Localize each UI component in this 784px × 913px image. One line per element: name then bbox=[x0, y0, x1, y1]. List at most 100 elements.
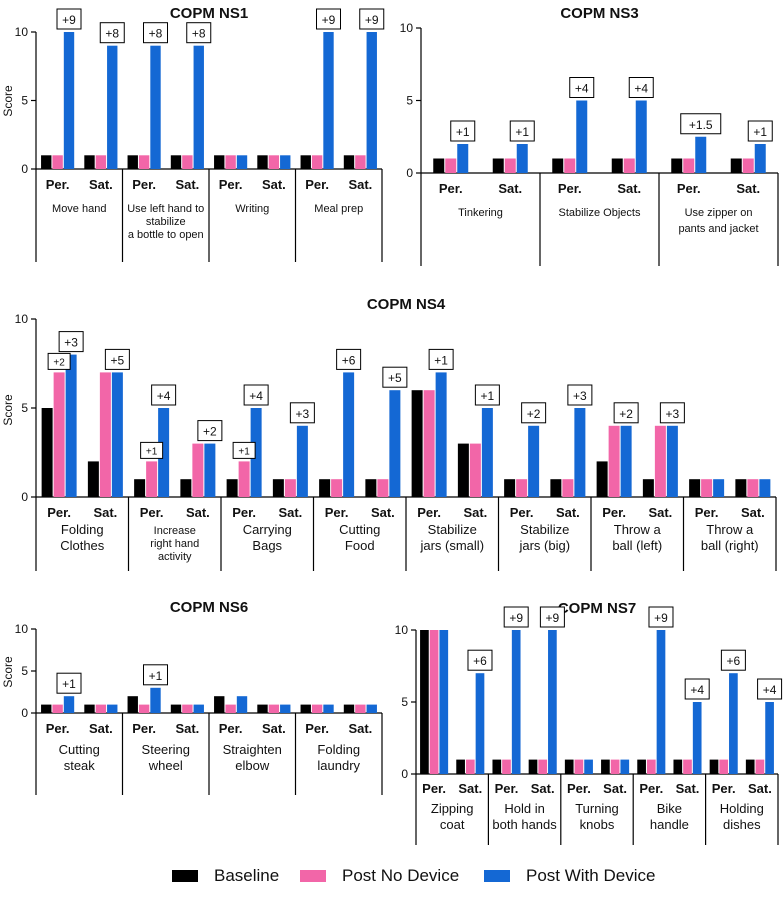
panel-1-ylabel: Score bbox=[1, 85, 15, 117]
panel-1-group-4-per-label: Per. bbox=[305, 177, 329, 192]
panel-5-group-1-sat-bar-post-no-device bbox=[465, 759, 475, 774]
panel-5-group-1-sat-annotation: +6 bbox=[473, 654, 487, 668]
panel-1-group-2-per-bar-post-with-device bbox=[150, 45, 161, 170]
panel-2-group-2-per-bar-post-with-device bbox=[576, 100, 588, 173]
panel-3-group-7-per-annotation-box bbox=[613, 402, 639, 424]
panel-4-group-3-per-bar-post-no-device bbox=[225, 704, 236, 713]
panel-3-group-2-sat-bar-post-no-device bbox=[192, 443, 204, 497]
panel-3-group-6-sat-label: Sat. bbox=[556, 505, 580, 520]
panel-3-group-3-per-pink-annotation-box bbox=[232, 441, 256, 459]
panel-2-group-2-sat-bar-baseline bbox=[611, 158, 623, 173]
panel-4-group-2-sat-bar-baseline bbox=[170, 704, 182, 713]
panel-1-group-2-per-bar-post-no-device bbox=[138, 155, 150, 169]
panel-3-group-7-sat-annotation-box bbox=[659, 402, 685, 424]
panel-1-group-1-sat-label: Sat. bbox=[89, 177, 113, 192]
panel-3-group-3-sat-annotation: +3 bbox=[296, 407, 310, 421]
panel-1-group-1-per-bar-post-with-device bbox=[63, 32, 75, 169]
panel-2-group-3-sat-annotation: +1 bbox=[753, 125, 767, 139]
panel-4-group-1-per-annotation-box bbox=[56, 672, 82, 694]
panel-3-group-2-sat-label: Sat. bbox=[186, 505, 210, 520]
panel-3-group-8-sat-bar-post-no-device bbox=[747, 479, 759, 497]
panel-2-group-2-sat-bar-post-with-device bbox=[635, 100, 647, 173]
panel-2-group-1-sat-label: Sat. bbox=[498, 181, 522, 196]
panel-3-group-2-per-bar-post-no-device bbox=[146, 461, 158, 497]
panel-3-group-1-per-pink-annotation: +2 bbox=[53, 357, 65, 368]
panel-3-group-6-category-label-2: jars (big) bbox=[518, 538, 570, 553]
panel-5-group-5-per-bar-baseline bbox=[709, 759, 719, 774]
panel-4-group-1-sat-bar-post-with-device bbox=[107, 704, 118, 713]
panel-5-group-5-sat-annotation-box bbox=[757, 678, 783, 700]
panel-1-group-1-per-annotation-box bbox=[56, 8, 82, 30]
panel-4-group-4-per-bar-post-no-device bbox=[311, 704, 323, 713]
panel-2-group-2-per-bar-post-no-device bbox=[564, 158, 576, 173]
panel-4-group-4-per-label: Per. bbox=[305, 721, 329, 736]
panel-3-group-3-sat-label: Sat. bbox=[278, 505, 302, 520]
panel-2-group-2-per-annotation: +4 bbox=[575, 82, 589, 96]
panel-1-group-2-per-annotation-box bbox=[143, 22, 169, 44]
panel-3-group-5-sat-annotation: +1 bbox=[481, 389, 495, 403]
panel-5-group-3-per-bar-post-no-device bbox=[574, 759, 584, 774]
panel-3-group-1-sat-annotation: +5 bbox=[111, 353, 125, 367]
panel-2-group-2-per-annotation-box bbox=[569, 77, 595, 98]
panel-1-group-4-sat-bar-baseline bbox=[343, 155, 355, 169]
panel-3-group-6-sat-bar-post-no-device bbox=[562, 479, 574, 497]
panel-5-group-2-sat-annotation: +9 bbox=[546, 611, 560, 625]
panel-3-group-2-per-pink-annotation-box bbox=[140, 441, 164, 459]
panel-2-group-3-per-bar-post-with-device bbox=[695, 136, 707, 173]
panel-4-group-2-per-bar-baseline bbox=[127, 696, 138, 713]
panel-5-group-5-sat-annotation: +4 bbox=[763, 683, 777, 697]
panel-5-group-5-sat-label: Sat. bbox=[748, 781, 772, 796]
panel-5-group-5-sat-bar-baseline bbox=[745, 759, 755, 774]
panel-5-group-5-per-annotation-box bbox=[720, 649, 746, 671]
panel-1-group-3-sat-bar-post-no-device bbox=[268, 155, 280, 169]
panel-2-group-3-category-label-1: Use zipper on bbox=[685, 207, 753, 219]
panel-3-group-8-category-label-2: ball (right) bbox=[701, 538, 759, 553]
panel-4-group-4-category-label-1: Folding bbox=[317, 742, 360, 757]
panel-3-group-3-per-bar-post-with-device bbox=[250, 408, 262, 497]
panel-3-group-1-per-pink-annotation-box bbox=[47, 352, 71, 370]
panel-1-group-4-sat-bar-post-with-device bbox=[366, 32, 377, 169]
panel-3-group-4-per-bar-baseline bbox=[319, 479, 331, 497]
panel-5-group-5-per-label: Per. bbox=[712, 781, 736, 796]
panel-1-group-2-sat-annotation: +8 bbox=[192, 27, 206, 41]
panel-5-group-4-sat-bar-post-no-device bbox=[683, 759, 692, 774]
panel-3-group-8-per-bar-baseline bbox=[689, 479, 701, 497]
panel-1-ytick-label-10: 10 bbox=[15, 25, 29, 39]
panel-2-group-2-category-label-1: Stabilize Objects bbox=[559, 207, 641, 219]
panel-3-group-7-sat-annotation: +3 bbox=[666, 407, 680, 421]
panel-5-group-4-sat-annotation: +4 bbox=[690, 683, 704, 697]
panel-2-group-3-sat-label: Sat. bbox=[736, 181, 760, 196]
panel-4-ytick-label-0: 0 bbox=[21, 706, 28, 720]
panel-5-group-5-per-bar-post-with-device bbox=[729, 673, 738, 774]
panel-3-group-5-per-annotation: +1 bbox=[434, 353, 448, 367]
panel-2-group-3-sat-bar-post-with-device bbox=[754, 144, 766, 173]
panel-3-group-4-sat-bar-post-no-device bbox=[377, 479, 389, 497]
panel-3-group-7-sat-bar-post-with-device bbox=[666, 425, 678, 497]
panel-2-group-1-category-label-1: Tinkering bbox=[458, 207, 503, 219]
panel-4-group-3-category-label-2: elbow bbox=[235, 758, 270, 773]
panel-3-group-7-per-label: Per. bbox=[602, 505, 626, 520]
panel-4-group-4-sat-bar-post-no-device bbox=[355, 704, 366, 713]
panel-5-group-2-category-label-2: both hands bbox=[492, 817, 557, 832]
panel-1-group-3-per-bar-post-no-device bbox=[225, 155, 236, 169]
panel-3-group-2-per-annotation-box bbox=[151, 384, 177, 406]
panel-4-group-4-category-label-2: laundry bbox=[317, 758, 360, 773]
panel-1-group-4-sat-bar-post-no-device bbox=[355, 155, 366, 169]
panel-2-group-1-per-bar-baseline bbox=[433, 158, 445, 173]
panel-5-group-3-per-label: Per. bbox=[567, 781, 591, 796]
panel-5-group-2-sat-label: Sat. bbox=[531, 781, 555, 796]
panel-1-group-3-sat-label: Sat. bbox=[262, 177, 286, 192]
panel-3-group-4-sat-bar-baseline bbox=[365, 479, 377, 497]
panel-3-group-8-per-bar-post-no-device bbox=[701, 479, 713, 497]
panel-1-group-4-per-bar-post-no-device bbox=[311, 155, 323, 169]
panel-3-group-2-per-pink-annotation: +1 bbox=[146, 446, 158, 457]
panel-2-group-2-sat-bar-post-no-device bbox=[623, 158, 635, 173]
panel-3-group-7-per-bar-post-with-device bbox=[620, 425, 632, 497]
panel-3-group-6-per-annotation-box bbox=[521, 402, 547, 424]
panel-5-group-4-sat-bar-baseline bbox=[673, 759, 683, 774]
panel-4-group-1-sat-bar-baseline bbox=[84, 704, 95, 713]
panel-2-group-1-sat-bar-post-with-device bbox=[516, 144, 528, 173]
panel-5-group-1-category-label-2: coat bbox=[440, 817, 465, 832]
panel-3-group-5-sat-annotation-box bbox=[474, 384, 500, 406]
